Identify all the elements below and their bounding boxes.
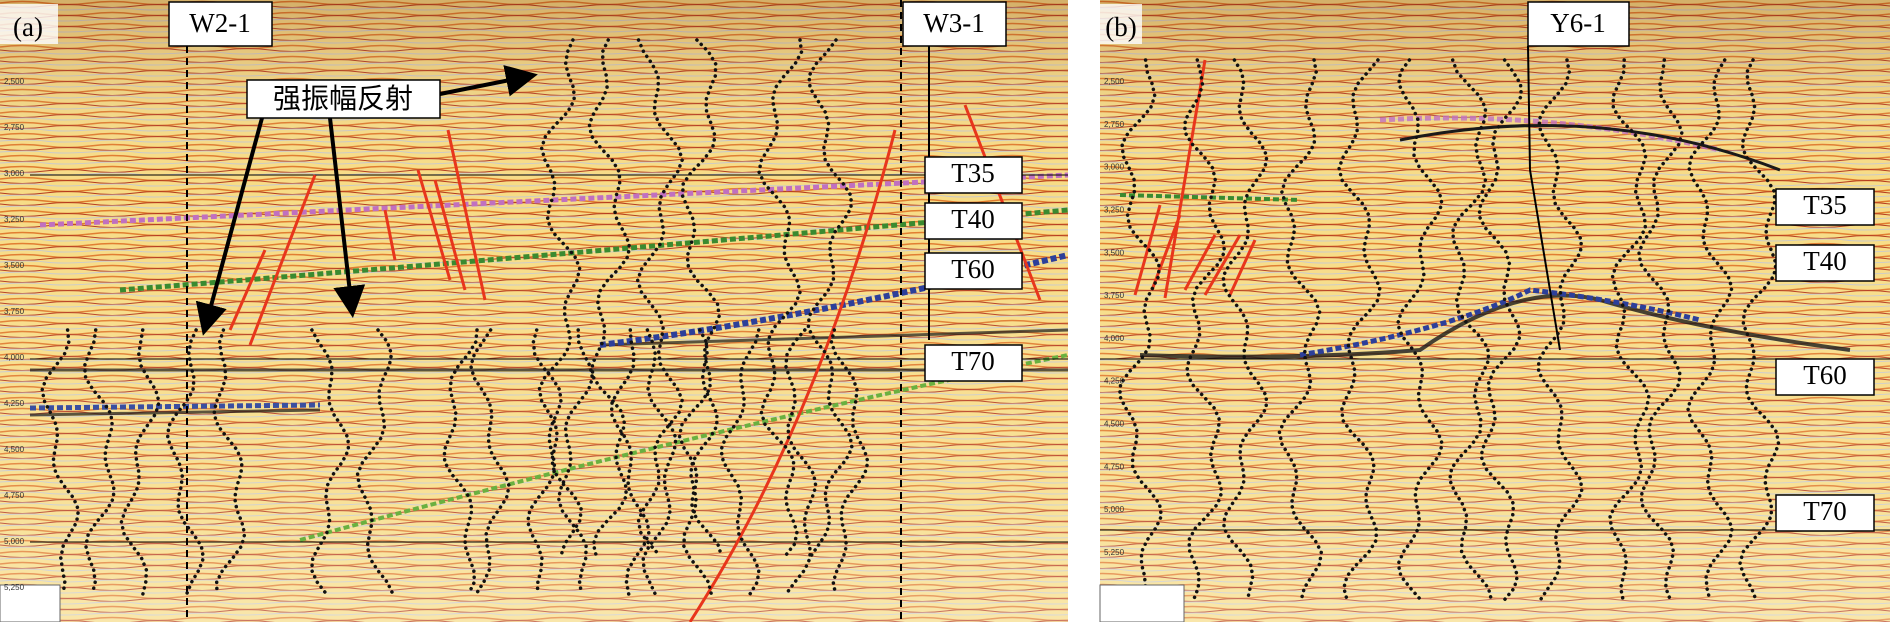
interpretation-line xyxy=(1536,58,1584,602)
interpretation-line xyxy=(537,38,583,558)
depth-tick-label: 4,000 xyxy=(1104,334,1125,343)
well-label: W2-1 xyxy=(189,8,250,38)
depth-tick-label: 4,750 xyxy=(1104,462,1125,471)
annotation: 强振幅反射 xyxy=(273,82,413,115)
depth-tick-label: 3,750 xyxy=(1104,291,1125,300)
well-label: W3-1 xyxy=(923,8,984,38)
interpretation-line xyxy=(757,38,804,558)
depth-tick-label: 4,750 xyxy=(4,491,25,500)
depth-tick-label: 5,000 xyxy=(1104,505,1125,514)
depth-tick-label: 2,750 xyxy=(1104,120,1125,129)
panel-a: (a) W2-1 W3-1 强振幅反射 T35 T40 T60 T70 xyxy=(0,0,1069,622)
horizon-label: T40 xyxy=(951,204,995,234)
depth-tick-label: 3,250 xyxy=(4,215,25,224)
depth-tick-label: 4,500 xyxy=(1104,420,1125,429)
interpretation-line xyxy=(635,38,685,558)
interpretation-line xyxy=(1277,58,1324,602)
depth-tick-label: 2,500 xyxy=(4,77,25,86)
interpretation-line xyxy=(468,328,511,596)
depth-tick-label: 3,000 xyxy=(4,169,25,178)
panel-label: (b) xyxy=(1105,12,1136,42)
depth-tick-label: 3,250 xyxy=(1104,206,1125,215)
depth-tick-label: 5,250 xyxy=(1104,548,1125,557)
interpretation-line xyxy=(1637,58,1684,602)
horizon-label: T60 xyxy=(1803,360,1847,390)
interpretation-line xyxy=(1447,58,1494,602)
depth-tick-label: 5,250 xyxy=(4,583,25,592)
panel-b: (b) Y6-1 T35 T40 T60 T70 xyxy=(1099,0,1890,622)
depth-tick-label: 4,250 xyxy=(1104,377,1125,386)
interpretation-line xyxy=(829,328,870,596)
interpretation-line xyxy=(1117,58,1164,602)
depth-tick-label: 4,500 xyxy=(4,445,25,454)
depth-tick-label: 3,500 xyxy=(4,261,25,270)
interpretation-line xyxy=(1477,58,1524,602)
depth-tick-label: 3,000 xyxy=(1104,163,1125,172)
horizon-label: T40 xyxy=(1803,246,1847,276)
interpretation-line xyxy=(1738,58,1781,602)
interpretation-line xyxy=(309,328,351,596)
interpretation-line xyxy=(1395,58,1445,602)
interpretation-line xyxy=(40,328,81,596)
interpretation-line xyxy=(587,38,632,558)
interpretation-line xyxy=(609,328,651,596)
depth-tick-label: 3,750 xyxy=(4,307,25,316)
interpretation-line xyxy=(1221,58,1269,602)
horizon-label: T70 xyxy=(1803,496,1847,526)
panel-label: (a) xyxy=(13,12,43,42)
horizon-label: T70 xyxy=(951,346,995,376)
interpretation-line xyxy=(677,38,724,558)
interpretation-line xyxy=(1685,58,1735,602)
depth-tick-label: 4,250 xyxy=(4,399,25,408)
horizon-label: T35 xyxy=(951,158,995,188)
interpretation-line xyxy=(1337,58,1382,602)
depth-tick-label: 3,500 xyxy=(1104,248,1125,257)
interpretation-line xyxy=(355,328,395,596)
interpretation-line xyxy=(1608,58,1651,602)
depth-tick-label: 2,750 xyxy=(4,123,25,132)
interpretation-line xyxy=(119,328,161,596)
depth-tick-label: 4,000 xyxy=(4,353,25,362)
horizon-label: T35 xyxy=(1803,190,1847,220)
depth-tick-label: 2,500 xyxy=(1104,77,1125,86)
depth-tick-label: 5,000 xyxy=(4,537,25,546)
interpretation-line xyxy=(1183,58,1227,602)
interpretation-line xyxy=(719,328,761,596)
interpretation-line xyxy=(784,328,818,596)
well-label: Y6-1 xyxy=(1550,8,1606,38)
horizon-label: T60 xyxy=(951,254,995,284)
